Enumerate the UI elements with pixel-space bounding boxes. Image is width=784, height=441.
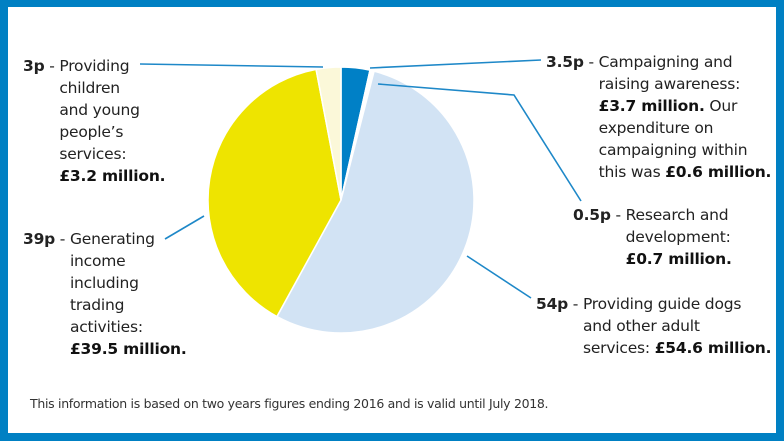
label-guide-dogs-line: and other adult: [582, 317, 700, 335]
leader-line-campaigning: [369, 59, 542, 69]
label-guide-dogs-amount: £54.6 million.: [654, 339, 772, 357]
leader-line-income: [164, 215, 205, 240]
label-campaigning-line: Campaigning and: [598, 53, 733, 71]
label-guide-dogs: 54p - Providing guide dogs and other adu…: [536, 293, 771, 359]
leader-line-guide-dogs: [466, 255, 532, 299]
label-research-key: 0.5p: [573, 206, 611, 224]
label-children-amount: £3.2 million.: [59, 167, 166, 185]
label-guide-dogs-line: Providing guide dogs: [582, 295, 742, 313]
label-research-sep: -: [610, 206, 626, 224]
label-research-line: development:: [625, 228, 731, 246]
label-income-amount: £39.5 million.: [69, 340, 187, 358]
label-income-line: trading: [69, 296, 125, 314]
label-campaigning-sep: -: [583, 53, 599, 71]
label-income-line: including: [69, 274, 139, 292]
label-children-sep: -: [44, 57, 60, 75]
label-campaigning: 3.5p - Campaigning and raising awareness…: [546, 51, 771, 183]
label-children: 3p - Providing children and young people…: [23, 55, 166, 187]
label-research: 0.5p - Research and development: £0.7 mi…: [573, 204, 732, 270]
label-guide-dogs-sep: -: [568, 295, 583, 313]
label-campaigning-amount: £3.7 million.: [598, 97, 705, 115]
label-children-line: Providing: [59, 57, 130, 75]
label-income-line: income: [69, 252, 126, 270]
label-campaigning-line: expenditure on: [598, 119, 714, 137]
label-income: 39p - Generating income including tradin…: [23, 228, 187, 360]
label-guide-dogs-line: services:: [582, 339, 655, 357]
label-children-line: and young: [59, 101, 140, 119]
label-guide-dogs-key: 54p: [536, 295, 569, 313]
label-children-line: services:: [59, 145, 127, 163]
label-children-line: people’s: [59, 123, 124, 141]
label-children-key: 3p: [23, 57, 45, 75]
label-campaigning-subamount: £0.6 million.: [665, 163, 772, 181]
label-income-key: 39p: [23, 230, 56, 248]
label-campaigning-line: campaigning within: [598, 141, 748, 159]
pie-slice-income: [207, 68, 342, 318]
label-campaigning-line: Our: [704, 97, 738, 115]
leader-line-children: [139, 63, 324, 68]
label-research-amount: £0.7 million.: [625, 250, 732, 268]
label-campaigning-key: 3.5p: [546, 53, 584, 71]
pie-slice-children: [315, 66, 342, 201]
label-income-line: activities:: [69, 318, 143, 336]
leader-lines: [139, 59, 582, 299]
label-campaigning-line: this was: [598, 163, 666, 181]
label-income-sep: -: [55, 230, 70, 248]
footnote: This information is based on two years f…: [30, 396, 549, 411]
label-income-line: Generating: [69, 230, 155, 248]
label-children-line: children: [59, 79, 120, 97]
leader-line-research: [377, 83, 582, 202]
label-campaigning-line: raising awareness:: [598, 75, 741, 93]
label-research-line: Research and: [625, 206, 729, 224]
pie-slice-guide-dogs: [275, 70, 475, 334]
